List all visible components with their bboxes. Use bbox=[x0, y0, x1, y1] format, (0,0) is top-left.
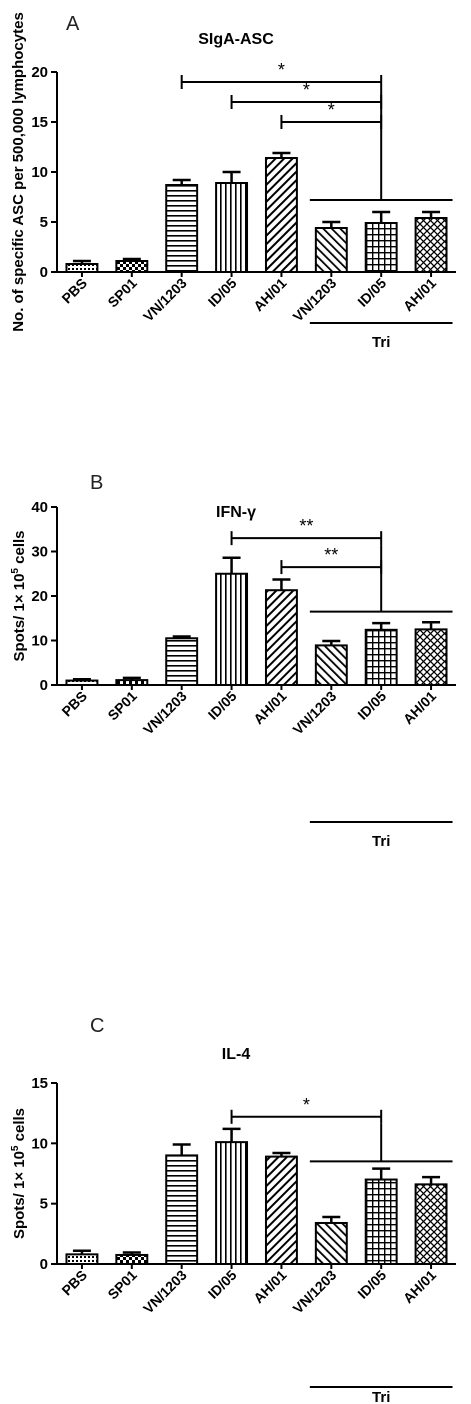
bar bbox=[165, 184, 199, 273]
significance-label: * bbox=[328, 100, 335, 120]
x-tick-label: ID/05 bbox=[354, 688, 389, 723]
y-axis-label-tail: cells bbox=[11, 1108, 28, 1146]
significance-label: * bbox=[303, 80, 310, 100]
x-tick-label: VN/1203 bbox=[140, 688, 190, 738]
y-axis-label-main: No. of specific ASC per 500,000 lymphocy… bbox=[10, 12, 27, 332]
x-tick-label: ID/05 bbox=[205, 1267, 240, 1302]
y-axis-label-superscript: 5 bbox=[10, 1145, 21, 1151]
x-tick-label: VN/1203 bbox=[290, 1267, 340, 1317]
panel-letter: A bbox=[66, 13, 80, 35]
bar bbox=[115, 1253, 149, 1265]
x-tick-label: AH/01 bbox=[250, 1267, 290, 1307]
x-tick-label: AH/01 bbox=[250, 688, 290, 728]
bar bbox=[414, 1183, 448, 1265]
y-tick-label: 5 bbox=[40, 1196, 48, 1213]
y-tick-label: 30 bbox=[31, 544, 48, 561]
y-tick-label: 15 bbox=[31, 1075, 48, 1092]
bar bbox=[364, 1178, 398, 1265]
bar bbox=[215, 572, 249, 686]
bar bbox=[314, 1221, 348, 1266]
bar bbox=[264, 589, 298, 687]
x-tick-label: PBS bbox=[58, 688, 90, 720]
chart-title: IL-4 bbox=[222, 1046, 251, 1063]
y-tick-label: 20 bbox=[31, 588, 48, 605]
y-tick-label: 10 bbox=[31, 164, 48, 181]
chart-title: SIgA-ASC bbox=[198, 31, 274, 48]
x-tick-label: AH/01 bbox=[400, 275, 440, 315]
x-tick-label: ID/05 bbox=[354, 275, 389, 310]
bar bbox=[165, 1154, 199, 1266]
panel-letter: C bbox=[90, 1015, 104, 1037]
group-label: Tri bbox=[372, 334, 390, 351]
x-tick-label: SP01 bbox=[104, 1267, 140, 1303]
x-tick-label: PBS bbox=[58, 1267, 90, 1299]
significance-label: ** bbox=[299, 516, 313, 536]
x-tick-label: ID/05 bbox=[354, 1267, 389, 1302]
y-axis-label-superscript: 5 bbox=[10, 568, 21, 574]
significance-label: ** bbox=[324, 545, 338, 565]
bar bbox=[414, 628, 448, 686]
bar bbox=[65, 263, 99, 273]
group-label: Tri bbox=[372, 1389, 390, 1404]
y-axis-label-main: Spots/ 1× 10 bbox=[11, 1151, 28, 1239]
x-tick-label: PBS bbox=[58, 275, 90, 307]
y-axis-label: No. of specific ASC per 500,000 lymphocy… bbox=[10, 12, 27, 332]
significance-label: * bbox=[278, 60, 285, 80]
y-axis-label-main: Spots/ 1× 10 bbox=[11, 574, 28, 662]
bar bbox=[215, 182, 249, 273]
x-tick-label: SP01 bbox=[104, 688, 140, 724]
x-tick-label: VN/1203 bbox=[290, 688, 340, 738]
y-tick-label: 0 bbox=[40, 1256, 48, 1273]
y-tick-label: 0 bbox=[40, 677, 48, 694]
y-tick-label: 0 bbox=[40, 264, 48, 281]
bar bbox=[65, 679, 99, 686]
y-axis-label-tail: cells bbox=[11, 530, 28, 568]
x-tick-label: AH/01 bbox=[250, 275, 290, 315]
x-tick-label: VN/1203 bbox=[140, 275, 190, 325]
bar bbox=[65, 1253, 99, 1266]
x-tick-label: VN/1203 bbox=[290, 275, 340, 325]
x-tick-label: SP01 bbox=[104, 275, 140, 311]
chart-title: IFN-γ bbox=[216, 504, 256, 521]
y-tick-label: 5 bbox=[40, 214, 48, 231]
x-tick-label: VN/1203 bbox=[140, 1267, 190, 1317]
bar bbox=[364, 222, 398, 273]
group-label: Tri bbox=[372, 833, 390, 850]
bar bbox=[414, 217, 448, 273]
significance-label: * bbox=[303, 1095, 310, 1115]
y-axis-label: Spots/ 1× 105 cells bbox=[10, 1108, 28, 1239]
y-tick-label: 20 bbox=[31, 64, 48, 81]
bar bbox=[314, 227, 348, 273]
bar bbox=[264, 1155, 298, 1266]
x-tick-label: ID/05 bbox=[205, 688, 240, 723]
bar bbox=[364, 628, 398, 687]
bar bbox=[314, 644, 348, 687]
y-tick-label: 40 bbox=[31, 499, 48, 516]
bar bbox=[264, 157, 298, 273]
panel-letter: B bbox=[90, 472, 103, 494]
y-tick-label: 10 bbox=[31, 1135, 48, 1152]
x-tick-label: ID/05 bbox=[205, 275, 240, 310]
x-tick-label: AH/01 bbox=[400, 1267, 440, 1307]
y-axis-label: Spots/ 1× 105 cells bbox=[10, 530, 28, 661]
bar bbox=[215, 1141, 249, 1266]
x-tick-label: AH/01 bbox=[400, 688, 440, 728]
y-tick-label: 10 bbox=[31, 633, 48, 650]
bar bbox=[115, 260, 149, 273]
y-tick-label: 15 bbox=[31, 114, 48, 131]
bar bbox=[165, 637, 199, 687]
bar bbox=[115, 679, 149, 686]
